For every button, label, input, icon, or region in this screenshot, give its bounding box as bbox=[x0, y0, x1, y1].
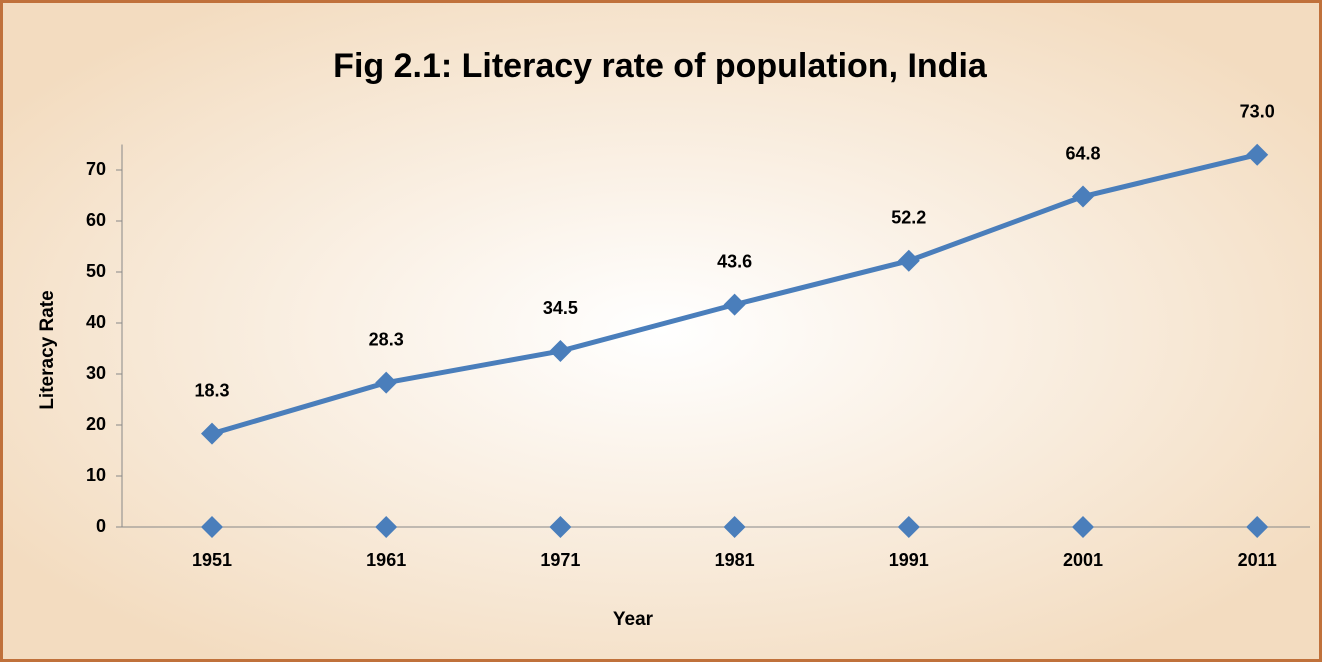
data-point bbox=[897, 516, 920, 538]
data-point bbox=[1246, 516, 1269, 538]
y-tick-label: 60 bbox=[86, 210, 106, 230]
data-point bbox=[201, 516, 223, 538]
y-tick-label: 20 bbox=[86, 414, 106, 434]
y-tick-label: 40 bbox=[86, 312, 106, 332]
y-tick-label: 50 bbox=[86, 261, 106, 281]
x-tick-label: 1981 bbox=[715, 550, 755, 570]
y-tick-label: 70 bbox=[86, 159, 106, 179]
y-axis-label: Literacy Rate bbox=[37, 290, 58, 409]
data-label: 18.3 bbox=[194, 380, 229, 400]
data-label: 43.6 bbox=[717, 251, 752, 271]
x-tick-label: 1961 bbox=[366, 550, 406, 570]
x-tick-label: 1991 bbox=[889, 550, 929, 570]
data-label: 64.8 bbox=[1065, 143, 1100, 163]
y-tick-label: 10 bbox=[86, 465, 106, 485]
chart-title: Fig 2.1: Literacy rate of population, In… bbox=[333, 47, 988, 85]
data-point bbox=[1246, 143, 1269, 166]
data-point bbox=[723, 293, 746, 316]
data-label: 34.5 bbox=[543, 298, 578, 318]
data-point bbox=[723, 516, 746, 538]
data-label: 52.2 bbox=[891, 208, 926, 228]
x-tick-label: 2001 bbox=[1063, 550, 1103, 570]
data-point bbox=[897, 249, 920, 272]
data-label: 73.0 bbox=[1240, 101, 1275, 121]
x-tick-label: 1971 bbox=[540, 550, 580, 570]
y-tick-label: 30 bbox=[86, 363, 106, 383]
data-point bbox=[1072, 516, 1094, 538]
data-point bbox=[549, 340, 572, 363]
data-point bbox=[1072, 185, 1094, 208]
data-label: 28.3 bbox=[369, 329, 404, 349]
x-tick-label: 2011 bbox=[1238, 550, 1277, 570]
data-point bbox=[375, 516, 398, 538]
x-tick-label: 1951 bbox=[192, 550, 232, 570]
data-point bbox=[549, 516, 572, 538]
y-tick-label: 0 bbox=[96, 516, 106, 536]
data-point bbox=[201, 422, 223, 445]
data-point bbox=[375, 371, 398, 394]
x-axis-label: Year bbox=[613, 609, 654, 630]
